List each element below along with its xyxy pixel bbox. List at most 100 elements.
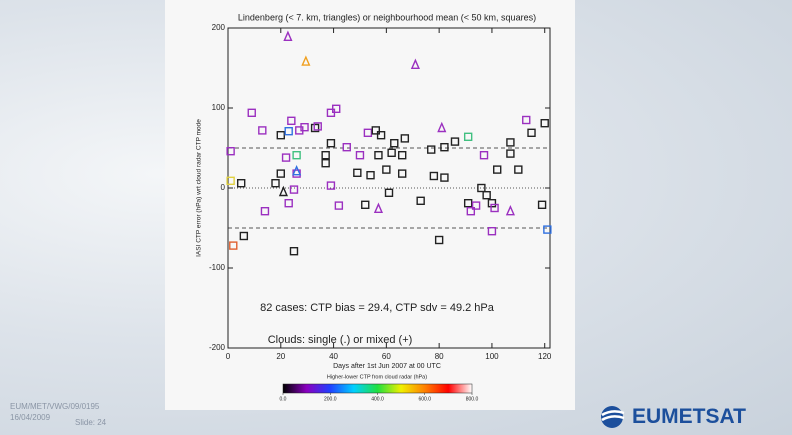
colorbar-tick-label: 600.0	[418, 396, 431, 402]
colorbar	[282, 383, 473, 394]
point	[466, 206, 476, 216]
point	[287, 116, 296, 126]
point	[434, 235, 444, 245]
x-tick-label: 0	[226, 352, 231, 361]
point	[397, 169, 407, 178]
slide-number: Slide: 24	[75, 418, 107, 427]
y-tick-label: 0	[221, 183, 226, 192]
point	[353, 168, 362, 178]
point	[366, 170, 375, 180]
point	[543, 225, 552, 234]
point	[376, 130, 386, 140]
point	[226, 146, 235, 156]
point	[427, 145, 436, 154]
point	[505, 204, 515, 216]
annotation: Clouds: single (.) or mixed (+)	[268, 334, 413, 346]
point	[410, 58, 420, 70]
point	[440, 142, 449, 152]
point	[229, 241, 238, 250]
y-tick-label: -100	[209, 263, 226, 272]
point	[310, 123, 320, 133]
point	[332, 104, 341, 114]
point	[363, 128, 373, 138]
point	[281, 153, 291, 162]
point	[479, 150, 489, 160]
point	[355, 150, 365, 160]
chart-title: Lindenberg (< 7. km, triangles) or neigh…	[238, 12, 536, 22]
point	[487, 226, 497, 236]
point	[490, 203, 499, 213]
point	[300, 122, 309, 132]
logo: EUMETSAT	[598, 404, 746, 430]
point	[477, 183, 486, 193]
point	[416, 196, 425, 206]
point	[506, 138, 515, 147]
colorbar-title: Higher-lower CTP from cloud radar (hPa)	[327, 374, 427, 380]
point	[493, 165, 502, 174]
chart-panel	[165, 0, 575, 410]
logo-icon	[601, 406, 625, 428]
y-tick-label: 100	[212, 103, 226, 112]
point	[487, 198, 497, 208]
point	[373, 202, 384, 214]
colorbar-tick-label: 400.0	[371, 396, 384, 402]
point	[361, 200, 370, 210]
x-axis-label: Days after 1st Jun 2007 at 00 UTC	[333, 363, 441, 370]
x-tick-label: 120	[538, 352, 552, 361]
point	[258, 126, 267, 135]
x-tick-label: 80	[435, 352, 444, 361]
point	[540, 118, 549, 128]
point	[301, 55, 311, 66]
point	[463, 132, 473, 142]
y-tick-label: -200	[209, 343, 226, 352]
point	[384, 188, 394, 198]
point	[292, 164, 302, 176]
point	[276, 130, 285, 140]
point	[226, 176, 235, 186]
point	[537, 200, 547, 210]
colorbar-tick-label: 0.0	[280, 396, 287, 402]
x-tick-label: 40	[329, 352, 338, 361]
point	[292, 150, 301, 160]
point	[276, 169, 285, 178]
point	[342, 142, 351, 152]
point	[321, 150, 330, 160]
point	[390, 138, 399, 148]
point	[289, 246, 299, 256]
point	[289, 185, 299, 194]
colorbar-tick-label: 800.0	[466, 396, 479, 402]
point	[527, 128, 536, 138]
point	[334, 201, 344, 210]
point	[400, 134, 410, 143]
annotation: 82 cases: CTP bias = 29.4, CTP sdv = 49.…	[260, 302, 495, 314]
x-tick-label: 60	[382, 352, 391, 361]
point	[313, 122, 322, 131]
point	[326, 181, 336, 190]
point	[437, 121, 447, 133]
y-tick-label: 200	[212, 23, 226, 32]
x-tick-label: 20	[276, 352, 285, 361]
point	[440, 173, 449, 182]
point	[239, 231, 249, 241]
point	[284, 198, 293, 208]
point	[326, 138, 336, 148]
point	[321, 158, 330, 168]
point	[278, 185, 288, 197]
point	[471, 201, 481, 210]
x-tick-label: 100	[485, 352, 499, 361]
point	[284, 126, 293, 136]
point	[236, 178, 246, 188]
point	[387, 148, 396, 158]
point	[397, 150, 407, 160]
point	[514, 165, 523, 174]
point	[450, 137, 460, 146]
point	[374, 150, 383, 160]
point	[429, 171, 439, 181]
date: 16/04/2009	[10, 413, 51, 422]
point	[522, 115, 531, 125]
colorbar-tick-label: 200.0	[324, 396, 337, 402]
point	[482, 190, 491, 200]
point	[283, 30, 293, 41]
